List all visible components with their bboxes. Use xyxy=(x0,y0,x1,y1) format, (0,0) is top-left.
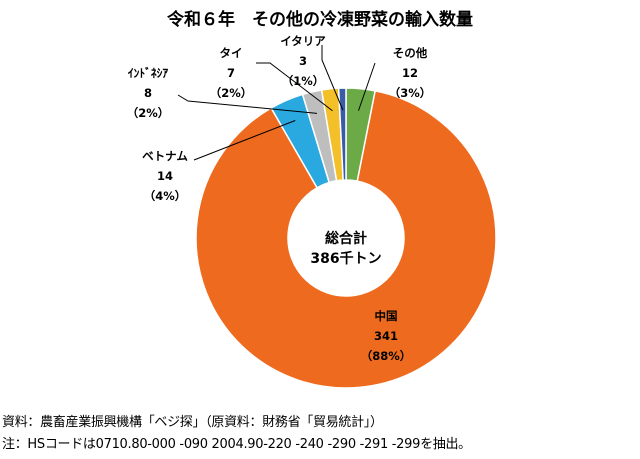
leader-lines xyxy=(177,45,376,161)
footnote: 注：HSコードは0710.80-000 -090 2004.90-220 -24… xyxy=(2,437,471,452)
label-name-その他: その他 xyxy=(393,46,428,60)
label-value-ｲﾝﾄﾞﾈｼｱ: 8 xyxy=(144,86,152,100)
donut-slices xyxy=(195,87,497,389)
label-value-タイ: 7 xyxy=(227,66,235,80)
source-note: 資料：農畜産業振興機構「ベジ探」（原資料：財務省「貿易統計」） xyxy=(2,415,383,430)
label-name-ｲﾝﾄﾞﾈｼｱ: ｲﾝﾄﾞﾈｼｱ xyxy=(128,66,168,80)
label-value-その他: 12 xyxy=(402,66,418,80)
label-percent-タイ: （2%） xyxy=(210,86,253,100)
slice-イタリア xyxy=(337,87,347,181)
label-percent-ベトナム: （4%） xyxy=(144,189,187,203)
center-total-label: 総合計 xyxy=(325,230,367,247)
slice-labels: その他 12 （3%） 中国 341 （88%） ベトナム 14 （4%） ｲﾝﾄﾞﾈｼｱ 8 （2%… xyxy=(127,34,432,363)
label-percent-中国: （88%） xyxy=(361,349,412,363)
chart-title: 令和６年 その他の冷凍野菜の輸入数量 xyxy=(167,9,473,30)
leader-line-ｲﾝﾄﾞﾈｼｱ xyxy=(177,94,318,114)
leader-line-その他 xyxy=(358,62,376,111)
label-name-タイ: タイ xyxy=(220,46,243,60)
label-name-イタリア: イタリア xyxy=(280,34,326,48)
leader-line-ベトナム xyxy=(193,120,296,161)
label-name-ベトナム: ベトナム xyxy=(142,149,188,163)
label-value-中国: 341 xyxy=(374,329,398,343)
leader-line-タイ xyxy=(256,62,333,112)
label-percent-イタリア: （1%） xyxy=(282,74,325,88)
leader-line-イタリア xyxy=(321,45,344,111)
label-percent-ｲﾝﾄﾞﾈｼｱ: （2%） xyxy=(127,106,170,120)
slice-中国 xyxy=(195,89,497,389)
donut-chart: 令和６年 その他の冷凍野菜の輸入数量 その他 12 （3%） 中国 341 （88%） ベト… xyxy=(127,9,497,389)
center-total-value: 386千トン xyxy=(310,250,381,267)
label-name-中国: 中国 xyxy=(375,309,398,323)
label-percent-その他: （3%） xyxy=(389,86,432,100)
label-value-イタリア: 3 xyxy=(299,54,307,68)
label-value-ベトナム: 14 xyxy=(157,169,173,183)
